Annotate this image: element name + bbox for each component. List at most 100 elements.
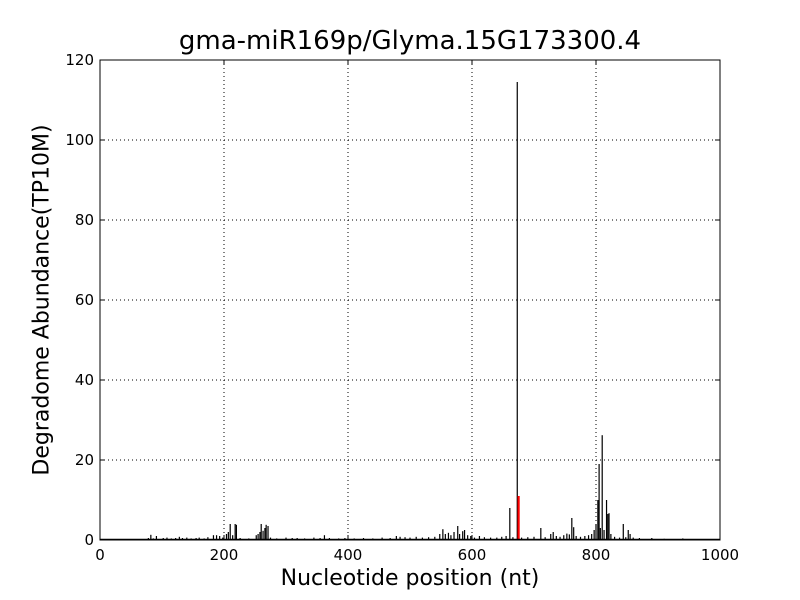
abundance-bar xyxy=(603,530,605,540)
abundance-bar xyxy=(428,537,430,540)
abundance-bar xyxy=(555,536,557,540)
x-tick-label: 200 xyxy=(210,546,239,564)
abundance-bar xyxy=(150,534,152,540)
abundance-bar xyxy=(579,536,582,540)
abundance-bar xyxy=(544,537,546,540)
abundance-bar xyxy=(629,534,631,540)
abundance-bar xyxy=(225,534,228,540)
abundance-bar xyxy=(573,527,575,540)
abundance-bar xyxy=(533,536,535,540)
abundance-bar xyxy=(608,513,610,540)
x-tick-label: 600 xyxy=(458,546,487,564)
abundance-bar xyxy=(501,536,503,540)
y-tick-label: 100 xyxy=(65,131,94,149)
abundance-bar xyxy=(434,536,436,540)
abundance-bar xyxy=(559,536,561,540)
chart-title: gma-miR169p/Glyma.15G173300.4 xyxy=(178,26,642,56)
abundance-bar xyxy=(234,524,236,540)
abundance-bar xyxy=(447,532,450,540)
abundance-bar xyxy=(453,532,455,540)
abundance-bar xyxy=(457,526,459,540)
abundance-bar xyxy=(622,524,624,540)
abundance-bar xyxy=(614,536,616,540)
abundance-bar xyxy=(540,528,542,540)
y-tick-label: 40 xyxy=(75,371,94,389)
abundance-bar xyxy=(459,534,461,540)
y-tick-label: 20 xyxy=(75,451,94,469)
abundance-bar xyxy=(229,524,231,540)
abundance-bar xyxy=(478,536,481,540)
abundance-bar xyxy=(395,536,397,540)
abundance-bar xyxy=(550,534,552,540)
abundance-bar xyxy=(566,533,568,540)
x-tick-label: 800 xyxy=(582,546,611,564)
y-tick-label: 0 xyxy=(84,531,94,549)
abundance-bar xyxy=(467,535,469,540)
abundance-bar xyxy=(462,531,464,540)
abundance-bar xyxy=(399,536,401,540)
x-axis-label: Nucleotide position (nt) xyxy=(280,566,540,591)
y-tick-label: 120 xyxy=(65,51,94,69)
x-tick-label: 1000 xyxy=(701,546,739,564)
abundance-bar xyxy=(262,530,264,540)
abundance-bar xyxy=(444,534,446,540)
abundance-bar xyxy=(610,534,612,540)
y-tick-label: 80 xyxy=(75,211,94,229)
abundance-bar xyxy=(512,537,514,540)
abundance-bar xyxy=(404,537,406,540)
abundance-bar xyxy=(470,536,472,540)
abundance-bar xyxy=(219,536,221,540)
abundance-bar xyxy=(595,524,597,540)
abundance-bar xyxy=(527,537,529,540)
abundance-bar xyxy=(439,534,441,540)
abundance-bar xyxy=(207,537,209,540)
highlight-bar xyxy=(517,496,520,540)
abundance-bar xyxy=(584,536,586,540)
abundance-bar xyxy=(552,532,554,540)
abundance-bar xyxy=(232,535,234,540)
abundance-bar xyxy=(593,530,595,540)
grid-lines xyxy=(100,60,720,540)
abundance-bar xyxy=(627,530,629,540)
abundance-bar xyxy=(450,535,452,540)
abundance-bar xyxy=(571,518,573,540)
abundance-bar xyxy=(597,500,599,540)
x-tick-label: 400 xyxy=(334,546,363,564)
abundance-bar xyxy=(415,536,417,540)
abundance-bar xyxy=(264,528,266,540)
abundance-bar xyxy=(255,535,257,540)
abundance-bar xyxy=(509,508,511,540)
abundance-bar xyxy=(607,514,609,540)
abundance-bar xyxy=(516,82,518,540)
axis-ticks: 0 200 400 600 800 1000 0 20 40 60 80 100 120 xyxy=(65,51,739,564)
abundance-bar xyxy=(601,435,603,540)
abundance-bar xyxy=(463,530,466,540)
abundance-bar xyxy=(323,535,326,540)
abundance-bar xyxy=(259,532,261,540)
abundance-bar xyxy=(505,536,507,540)
abundance-bar xyxy=(591,534,593,540)
y-tick-label: 60 xyxy=(75,291,94,309)
abundance-bar xyxy=(563,535,565,540)
abundance-bar xyxy=(257,534,259,540)
abundance-bar xyxy=(212,535,215,540)
abundance-bar xyxy=(575,536,577,540)
abundance-bar xyxy=(599,528,601,540)
abundance-bar xyxy=(227,532,229,540)
abundance-bar xyxy=(267,526,269,540)
abundance-bar xyxy=(235,524,237,540)
abundance-bar xyxy=(568,534,570,540)
abundance-bar xyxy=(155,536,158,540)
abundance-bar xyxy=(178,536,180,540)
abundance-bar xyxy=(598,464,600,540)
abundance-bar xyxy=(442,529,444,540)
x-tick-label: 0 xyxy=(95,546,105,564)
data-bars xyxy=(100,82,720,541)
abundance-bar xyxy=(215,535,218,540)
abundance-bar xyxy=(625,537,627,540)
abundance-bar xyxy=(605,500,608,540)
abundance-bar xyxy=(587,535,590,540)
abundance-bar xyxy=(260,524,262,540)
abundance-bar xyxy=(265,524,267,540)
